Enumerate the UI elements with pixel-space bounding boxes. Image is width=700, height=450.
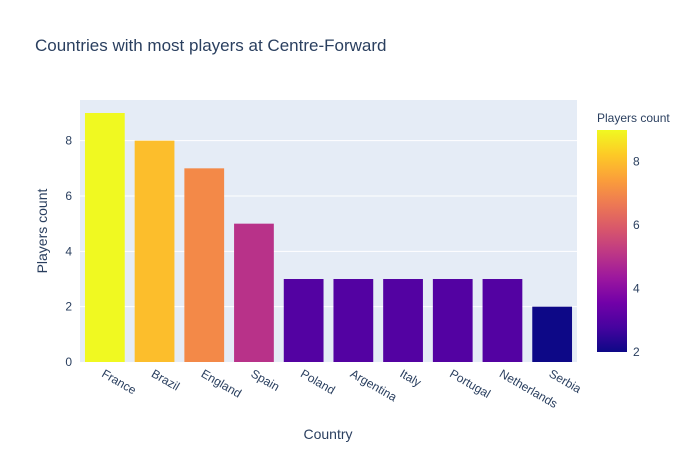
bar-brazil[interactable] (134, 140, 175, 362)
colorbar-tick-label: 8 (633, 155, 640, 169)
y-tick-label: 2 (65, 300, 72, 314)
x-tick-label: Serbia (547, 366, 584, 396)
x-tick-label: Brazil (149, 366, 182, 393)
bar-england[interactable] (184, 168, 225, 362)
colorbar-tick-label: 6 (633, 218, 640, 232)
colorbar-ticks: 2 4 6 8 (633, 155, 640, 359)
x-tick-label: France (99, 366, 139, 397)
bar-serbia[interactable] (532, 306, 573, 362)
x-tick-label: Portugal (447, 366, 493, 400)
x-tick-label: England (199, 366, 244, 400)
y-tick-label: 6 (65, 189, 72, 203)
colorbar (597, 130, 627, 352)
bars (84, 113, 573, 362)
colorbar-tick-label: 4 (633, 282, 640, 296)
bar-portugal[interactable] (432, 279, 473, 362)
y-tick-label: 0 (65, 355, 72, 369)
chart-title: Countries with most players at Centre-Fo… (35, 36, 386, 55)
bar-poland[interactable] (283, 279, 324, 362)
x-tick-label: Italy (398, 366, 424, 389)
bar-spain[interactable] (234, 223, 274, 362)
x-tick-label: Poland (298, 366, 337, 397)
colorbar-title: Players count (597, 111, 670, 125)
y-axis-ticks: 0 2 4 6 8 (65, 134, 72, 369)
y-tick-label: 8 (65, 134, 72, 148)
bar-italy[interactable] (383, 279, 423, 362)
bar-netherlands[interactable] (482, 279, 523, 362)
y-axis-title: Players count (34, 188, 50, 273)
x-tick-label: Argentina (348, 366, 400, 404)
colorbar-tick-label: 2 (633, 345, 640, 359)
y-tick-label: 4 (65, 244, 72, 258)
x-axis-ticks: France Brazil England Spain Poland ArgentinaI… (99, 366, 584, 410)
bar-argentina[interactable] (333, 279, 374, 362)
bar-france[interactable] (84, 113, 125, 362)
x-tick-label: Spain (248, 366, 282, 393)
x-axis-title: Country (303, 426, 352, 442)
